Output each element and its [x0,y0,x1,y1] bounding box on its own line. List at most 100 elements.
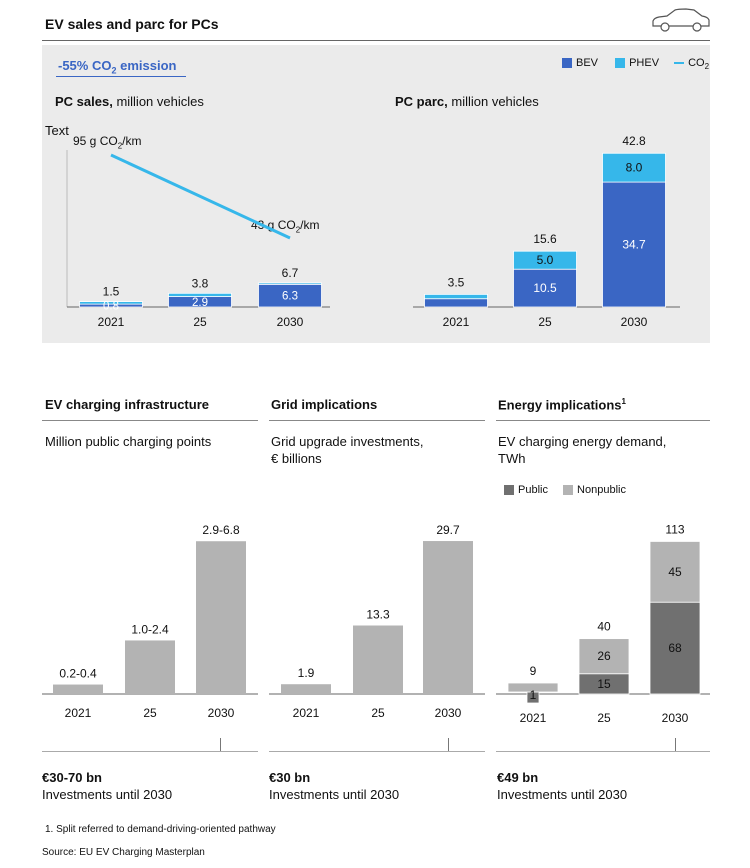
charging_points-tick-2: 2030 [208,706,235,720]
energy-title: Energy implications1 [498,397,626,413]
energy-total-label-1: 40 [597,620,611,634]
parc-total-label-0: 3.5 [448,275,465,289]
energy-public-label-1: 15 [597,677,611,691]
pc_parc-tick-0: 2021 [443,315,470,329]
energy-nonpublic-label-1: 26 [597,649,611,663]
energy-public-label-0: 1 [530,688,537,702]
grid_investments-bar-0 [281,684,331,694]
charging-bottom-rule [42,751,258,752]
pc_parc-bar-bev-1 [513,268,577,308]
header-rule [42,40,710,41]
energy-subtitle-2: TWh [498,451,526,466]
pc_parc-bar-phev-2 [602,152,666,183]
grid_investments-value-label-2: 29.7 [436,523,460,537]
charging_points-value-label-0: 0.2-0.4 [59,667,97,681]
pc_parc-bar-phev-0 [424,293,488,300]
pc_sales-tick-2: 2030 [277,315,304,329]
legend-label-co2: CO2 [688,57,710,72]
co2-badge: -55% CO2 emission [58,58,177,76]
energy-invest-label: Investments until 2030 [497,787,628,802]
car-outline-icon [650,6,712,39]
parc-bev-label-1: 10.5 [533,281,557,295]
pc_sales-bar-phev-2 [258,282,322,285]
grid_investments-tick-0: 2021 [293,706,320,720]
energy-bar-nonpublic-0 [507,682,559,693]
grid-title: Grid implications [271,397,378,412]
grid-bottom-rule [269,751,485,752]
pc_parc-bar-phev-1 [513,250,577,270]
top-panel [42,45,710,343]
text-placeholder: Text [45,123,69,138]
co2-start-label: 95 g CO2/km [73,134,142,151]
energy-tick-1: 25 [597,711,611,725]
grid_investments-value-label-1: 13.3 [366,608,390,622]
legend-swatch-public [504,485,514,496]
legend-swatch-bev [562,58,572,69]
grid_investments-bar-2 [423,541,473,694]
sales-total-label-1: 3.8 [192,276,209,290]
grid_investments-value-label-0: 1.9 [298,666,315,680]
charging_points-value-label-2: 2.9-6.8 [202,523,240,537]
source: Source: EU EV Charging Masterplan [42,847,205,858]
legend-swatch-nonpublic [563,485,574,496]
energy-total-label-0: 9 [530,664,537,678]
pc_sales-tick-1: 25 [193,315,207,329]
sales-bev-label-0: 0.8 [103,301,119,313]
footnote: 1. Split referred to demand-driving-orie… [45,824,276,835]
charging_points-bar-1 [125,640,175,694]
charging-invest-label: Investments until 2030 [42,787,173,802]
top-legend: BEV PHEV CO2 [562,57,709,71]
legend-label-bev: BEV [576,57,599,69]
grid-subtitle-2: € billions [271,451,322,466]
parc-total-label-1: 15.6 [533,232,557,246]
legend-swatch-phev [615,58,626,69]
parc-title: PC parc, million vehicles [395,94,539,109]
energy-legend: Public Nonpublic [504,484,626,496]
parc-bev-label-2: 34.7 [622,238,646,252]
charging-invest-value: €30-70 bn [42,770,102,785]
energy-bar-nonpublic-2 [649,541,701,603]
energy-bottom-tick [675,738,676,751]
energy-bar-nonpublic-1 [578,638,630,675]
sales-bev-label-2: 6.3 [282,291,298,303]
chart-title: EV sales and parc for PCs [45,16,219,32]
co2-end-label: 43 g CO2/km [251,218,320,235]
charging-rule [42,420,258,421]
sales-title: PC sales, million vehicles [55,94,204,109]
charging_points-value-label-1: 1.0-2.4 [131,622,169,636]
pc_parc-bar-bev-2 [602,181,666,308]
charging_points-bar-0 [53,684,103,694]
energy-total-label-2: 113 [665,522,684,536]
energy-public-label-2: 68 [668,641,682,655]
pc_sales-tick-0: 2021 [98,315,125,329]
parc-total-label-2: 42.8 [622,134,646,148]
charging_points-tick-1: 25 [143,706,157,720]
grid-rule [269,420,485,421]
co2-badge-underline [56,76,186,77]
energy-invest-value: €49 bn [497,770,539,785]
pc_parc-tick-2: 2030 [621,315,648,329]
pc_sales-bar-phev-0 [79,301,143,305]
charging_points-tick-0: 2021 [65,706,92,720]
energy-nonpublic-label-2: 45 [668,565,682,579]
grid-subtitle-1: Grid upgrade investments, [271,434,424,449]
pc_sales-bar-phev-1 [168,292,232,297]
charging-bottom-tick [220,738,221,751]
grid-invest-value: €30 bn [269,770,311,785]
charging-title: EV charging infrastructure [45,397,209,412]
grid-invest-label: Investments until 2030 [269,787,400,802]
parc-phev-label-2: 8.0 [626,161,643,175]
sales-total-label-2: 6.7 [282,266,299,280]
charging-subtitle: Million public charging points [45,434,212,449]
pc_parc-tick-1: 25 [538,315,552,329]
grid_investments-tick-2: 2030 [435,706,462,720]
legend-label-nonpublic: Nonpublic [577,484,626,496]
energy-subtitle-1: EV charging energy demand, [498,434,667,449]
grid_investments-bar-1 [353,625,403,694]
energy-rule [496,420,710,421]
energy-tick-0: 2021 [520,711,547,725]
